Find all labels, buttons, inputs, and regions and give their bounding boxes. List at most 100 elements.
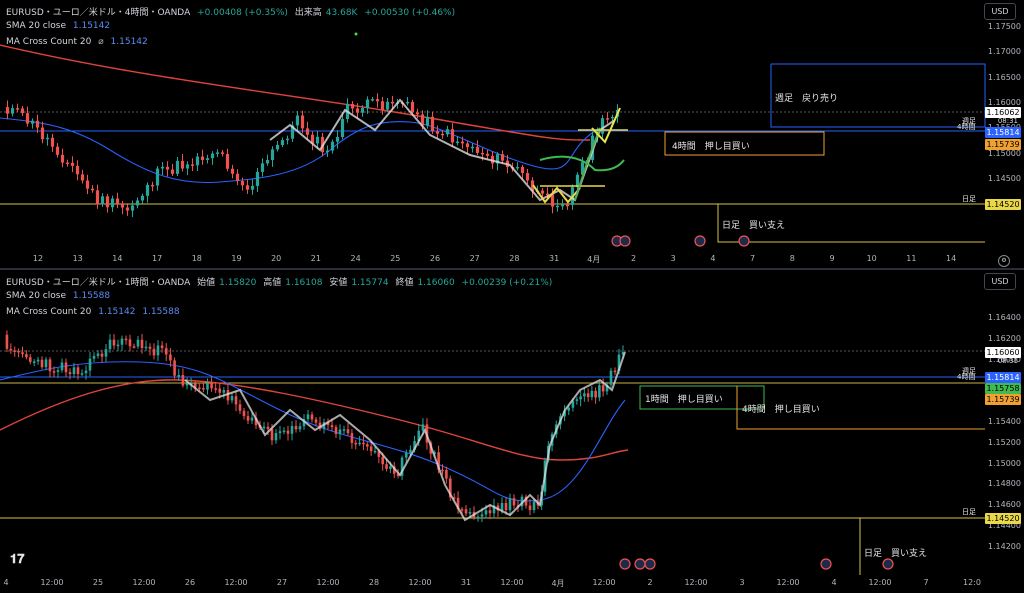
time-axis-label: 20 (271, 254, 282, 263)
annotation-1h-buy[interactable]: 1時間 押し目買い (645, 395, 723, 405)
candle-body (575, 174, 580, 188)
candle-body (532, 501, 536, 511)
candle-body (430, 116, 435, 132)
candle-body (202, 388, 205, 390)
candle-body (565, 204, 570, 207)
candle-body (355, 108, 360, 113)
candle-body (579, 396, 582, 400)
candle-body (580, 162, 585, 175)
candle-body (409, 449, 412, 453)
candle-body (609, 370, 613, 385)
weekly-label-4h: 週足 (962, 117, 976, 125)
candle-body (610, 116, 615, 119)
sma-legend-4h[interactable]: SMA 20 close 1.15142 (6, 21, 114, 31)
close-label: 終値 (395, 278, 414, 288)
trend-trace (269, 98, 616, 202)
candle-body (206, 383, 209, 390)
chart-1h-panel[interactable]: EURUSD・ユーロ／米ドル・1時間・OANDA 始値 1.15820 高値 1.1… (0, 270, 1024, 593)
candle-body (25, 354, 28, 358)
time-axis-label: 4月 (551, 579, 565, 588)
candle-body (375, 99, 380, 102)
candle-body (445, 129, 450, 135)
low-label: 安値 (329, 278, 348, 288)
daily-label-1h: 日足 (962, 508, 976, 516)
panel-divider[interactable] (0, 268, 1024, 270)
candle-body (286, 430, 290, 434)
candle-body (500, 502, 504, 511)
price-axis-label: 1.15200 (987, 437, 1021, 447)
mac-legend-1h[interactable]: MA Cross Count 20 1.15142 1.15588 (6, 307, 184, 317)
hidden-icon[interactable]: ⌀ (98, 37, 104, 47)
time-axis-label: 31 (549, 254, 560, 263)
time-axis-label: 25 (92, 578, 104, 587)
candle-body (495, 154, 500, 164)
orange-tag-1h: 1.15739 (985, 394, 1021, 405)
candle-body (9, 348, 13, 351)
time-axis-label: 26 (429, 254, 441, 263)
candle-body (210, 153, 215, 159)
candle-body (545, 193, 550, 196)
time-axis-label: 12:00 (592, 578, 616, 587)
time-axis-label: 21 (310, 254, 321, 263)
annotation-daily-support[interactable]: 日足 買い支え (722, 221, 786, 231)
candle-body (468, 512, 472, 514)
candle-body (405, 101, 410, 104)
candle-body (52, 371, 56, 373)
candle-body (594, 390, 597, 398)
candle-body (475, 146, 480, 153)
mac-legend-4h[interactable]: MA Cross Count 20 ⌀ 1.15142 (6, 37, 152, 47)
candle-body (445, 469, 448, 479)
candle-body (285, 138, 290, 141)
annotation-daily-support-1h[interactable]: 日足 買い支え (864, 549, 928, 559)
time-axis-label: 31 (460, 578, 472, 587)
time-axis-label: 13 (72, 254, 83, 263)
candle-body (290, 426, 294, 434)
candle-body (265, 160, 270, 164)
annotation-weekly-sell[interactable]: 週足 戻り売り (775, 94, 839, 104)
candle-body (152, 348, 156, 356)
symbol-title-1h[interactable]: EURUSD・ユーロ／米ドル・1時間・OANDA (6, 278, 191, 288)
daily-zone-box (717, 204, 985, 243)
currency-button-1h[interactable]: USD (984, 273, 1016, 290)
candle-body (160, 166, 165, 169)
candle-body (358, 442, 361, 445)
candle-body (266, 426, 270, 430)
h1-zone-box (639, 385, 765, 410)
orange-tag-4h: 1.15739 (985, 139, 1021, 150)
candle-body (282, 430, 286, 433)
green-tag-1h: 1.15758 (985, 383, 1021, 394)
chart-4h-panel[interactable]: EURUSD・ユーロ／米ドル・4時間・OANDA +0.00408 (+0.35… (0, 0, 1024, 268)
candle-body (88, 358, 92, 371)
chart-4h-canvas[interactable] (0, 0, 1024, 268)
candle-body (250, 185, 255, 190)
settings-icon[interactable]: ⚙ (998, 255, 1010, 267)
candle-body (70, 162, 75, 166)
candle-body (450, 129, 455, 143)
candle-body (571, 400, 575, 408)
time-axis-label: 4 (831, 578, 837, 587)
candle-body (464, 509, 468, 514)
price-axis-label: 1.14800 (987, 479, 1021, 489)
candle-body (254, 417, 258, 426)
candle-body (396, 473, 400, 476)
time-axis-label: 12:00 (224, 578, 248, 587)
candle-body (583, 393, 586, 397)
candle-body (84, 370, 88, 374)
currency-button-4h[interactable]: USD (984, 3, 1016, 20)
price-axis-label: 1.15000 (987, 148, 1021, 158)
annotation-4h-buy-1h[interactable]: 4時間 押し目買い (742, 405, 820, 415)
candle-body (310, 414, 314, 420)
annotation-4h-buy[interactable]: 4時間 押し目買い (672, 142, 750, 152)
symbol-title-4h[interactable]: EURUSD・ユーロ／米ドル・4時間・OANDA (6, 8, 191, 18)
candle-body (175, 160, 180, 174)
candle-body (104, 349, 108, 357)
candle-body (20, 108, 25, 114)
sma-legend-1h[interactable]: SMA 20 close 1.15588 (6, 291, 114, 301)
time-axis-label: 12:00 (684, 578, 708, 587)
candle-body (116, 344, 120, 347)
h4-zone-box (664, 131, 825, 156)
chart-1h-canvas[interactable] (0, 270, 1024, 593)
green-arrow-drawing (574, 127, 601, 201)
candle-body (338, 429, 342, 435)
candle-body (160, 345, 164, 349)
